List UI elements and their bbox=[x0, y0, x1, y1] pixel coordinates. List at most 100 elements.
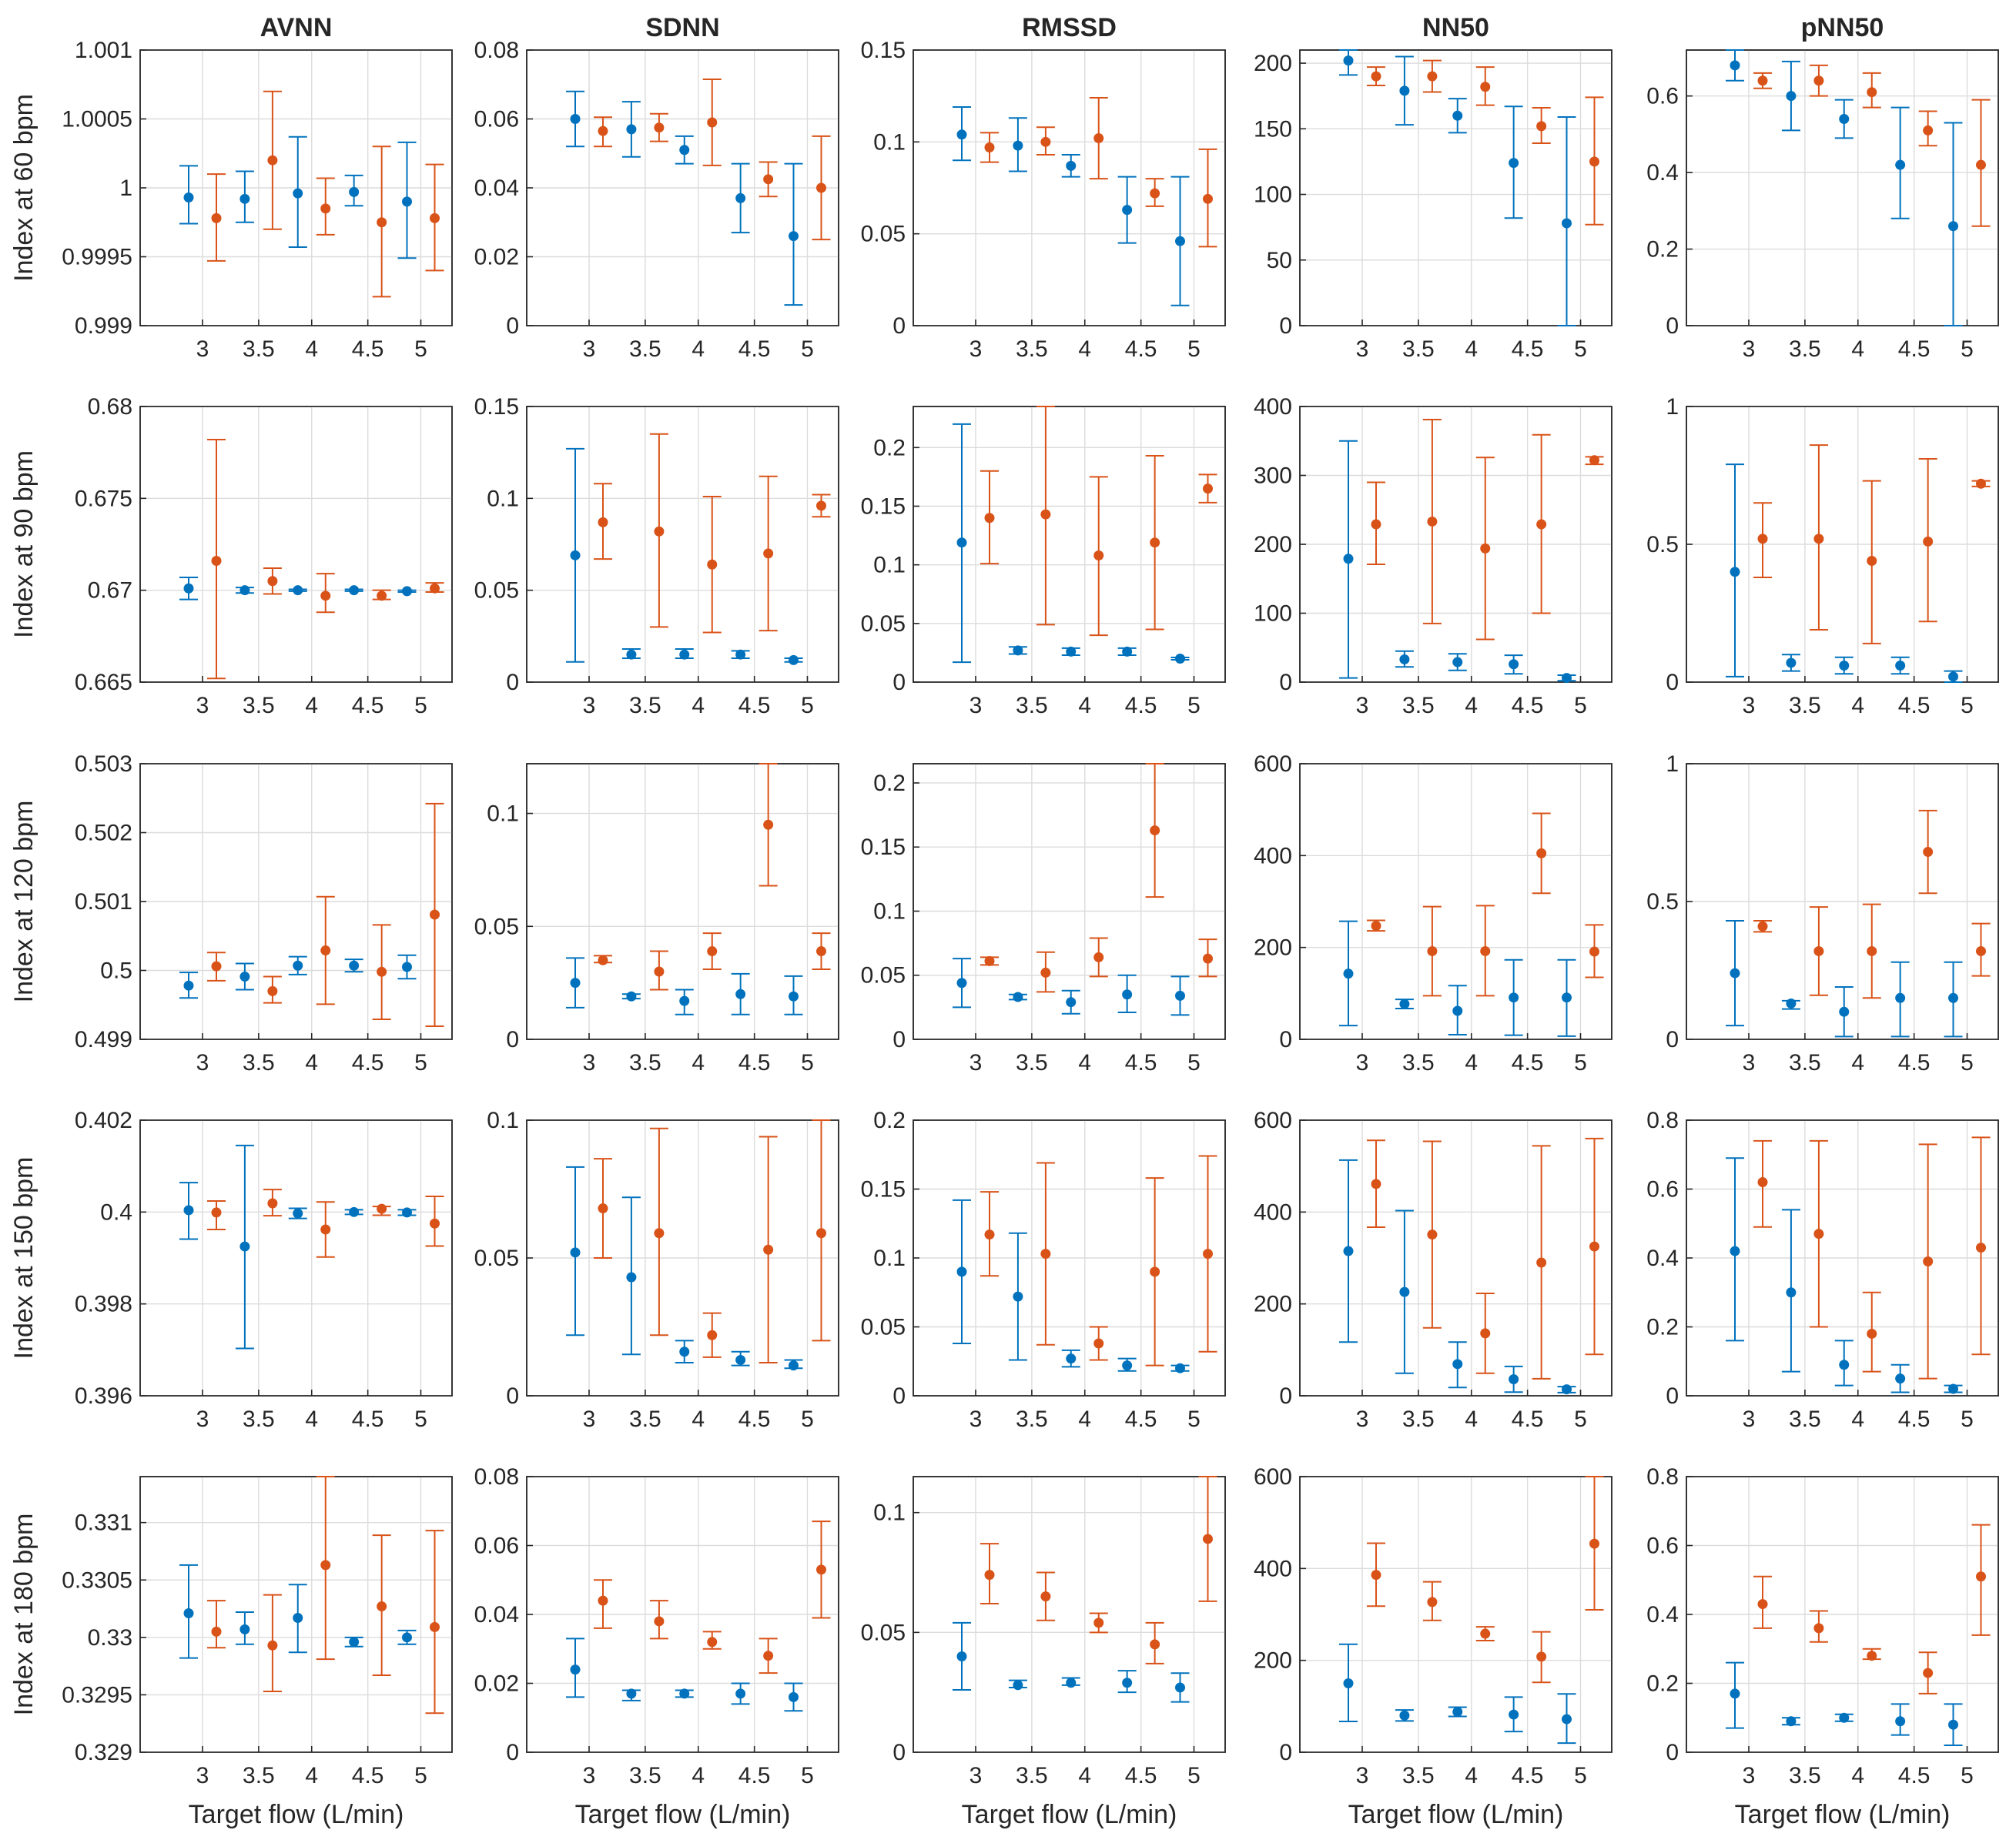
data-point bbox=[430, 212, 440, 223]
data-point bbox=[1839, 661, 1850, 671]
data-point bbox=[1813, 945, 1824, 956]
x-tick-label: 5 bbox=[1961, 1407, 1974, 1432]
y-tick-label: 400 bbox=[1254, 1556, 1292, 1581]
data-point bbox=[1203, 193, 1213, 204]
x-tick-label: 3 bbox=[196, 1763, 209, 1788]
data-point bbox=[598, 125, 608, 136]
data-point bbox=[239, 193, 250, 204]
data-point bbox=[1923, 1256, 1934, 1266]
y-tick-label: 0.05 bbox=[474, 1246, 519, 1271]
y-tick-label: 0.398 bbox=[75, 1292, 132, 1317]
data-point bbox=[956, 537, 967, 548]
y-tick-label: 0.331 bbox=[75, 1510, 132, 1536]
data-point bbox=[1175, 654, 1185, 664]
y-tick-label: 400 bbox=[1254, 1199, 1292, 1225]
data-point bbox=[626, 1272, 637, 1283]
data-point bbox=[1399, 654, 1410, 664]
y-tick-label: 0 bbox=[1666, 1383, 1679, 1409]
data-point bbox=[1343, 1678, 1354, 1688]
y-tick-label: 0.1 bbox=[487, 1108, 519, 1133]
subplot-11 bbox=[526, 763, 839, 1040]
data-point bbox=[816, 500, 826, 511]
y-tick-label: 0.8 bbox=[1646, 1464, 1679, 1490]
x-tick-label: 3 bbox=[1743, 1050, 1756, 1076]
data-point bbox=[984, 142, 995, 152]
x-tick-label: 3.5 bbox=[1016, 1407, 1048, 1432]
y-tick-label: 0.33 bbox=[88, 1625, 132, 1651]
x-tick-label: 5 bbox=[801, 1763, 814, 1788]
data-point bbox=[349, 186, 360, 197]
subplot-21 bbox=[526, 1476, 839, 1753]
data-point bbox=[707, 117, 718, 128]
data-point bbox=[1757, 75, 1768, 86]
data-point bbox=[1536, 519, 1547, 530]
data-point bbox=[239, 585, 250, 596]
data-point bbox=[1867, 555, 1877, 566]
axes-border bbox=[1686, 763, 1999, 1040]
y-tick-label: 0.02 bbox=[474, 1671, 519, 1697]
y-tick-label: 0 bbox=[1279, 1027, 1292, 1052]
data-point bbox=[1399, 999, 1410, 1009]
data-point bbox=[598, 517, 608, 527]
data-point bbox=[763, 819, 774, 830]
axes-border bbox=[139, 763, 453, 1040]
x-tick-label: 5 bbox=[1961, 1050, 1974, 1076]
y-tick-label: 0.2 bbox=[873, 1108, 906, 1133]
data-point bbox=[598, 955, 608, 965]
y-tick-label: 0.4 bbox=[1646, 1246, 1679, 1271]
x-tick-label: 5 bbox=[1961, 336, 1974, 362]
data-point bbox=[1040, 1591, 1051, 1602]
subplot-2 bbox=[913, 49, 1226, 326]
axes-border bbox=[1686, 406, 1999, 683]
data-point bbox=[1040, 136, 1051, 147]
column-title: AVNN bbox=[260, 13, 333, 42]
y-tick-label: 0.1 bbox=[873, 129, 906, 155]
axes-box bbox=[913, 49, 1226, 326]
y-tick-label: 0.502 bbox=[75, 821, 132, 846]
data-point bbox=[789, 1360, 799, 1371]
y-tick-label: 0 bbox=[1279, 670, 1292, 695]
subplot-9 bbox=[1686, 406, 1999, 683]
y-tick-label: 600 bbox=[1254, 751, 1292, 777]
data-point bbox=[1150, 825, 1160, 836]
axes-box bbox=[913, 763, 1226, 1040]
data-point bbox=[1480, 1628, 1491, 1639]
y-tick-label: 0.3305 bbox=[62, 1567, 132, 1593]
data-point bbox=[349, 960, 360, 971]
y-tick-label: 0 bbox=[892, 313, 906, 339]
data-point bbox=[956, 1266, 967, 1277]
x-tick-label: 4 bbox=[692, 1050, 705, 1076]
data-point bbox=[1948, 1719, 1958, 1730]
column-title: pNN50 bbox=[1801, 13, 1884, 42]
x-tick-label: 4 bbox=[692, 336, 705, 362]
axes-box bbox=[139, 1119, 453, 1397]
x-tick-label: 3 bbox=[583, 336, 596, 362]
subplot-16 bbox=[526, 1119, 839, 1397]
x-tick-label: 3 bbox=[1356, 693, 1369, 718]
data-point bbox=[293, 960, 303, 971]
y-tick-label: 200 bbox=[1254, 1648, 1292, 1674]
x-tick-label: 3.5 bbox=[629, 1050, 661, 1076]
x-tick-label: 3.5 bbox=[629, 1407, 661, 1432]
data-point bbox=[816, 182, 826, 193]
x-tick-label: 3 bbox=[1356, 1407, 1369, 1432]
data-point bbox=[1013, 140, 1023, 151]
x-tick-label: 4 bbox=[1465, 1763, 1478, 1788]
x-tick-label: 5 bbox=[801, 1407, 814, 1432]
data-point bbox=[1509, 1374, 1519, 1385]
x-tick-label: 3.5 bbox=[1789, 336, 1821, 362]
y-tick-label: 1 bbox=[119, 176, 132, 201]
y-tick-label: 0 bbox=[506, 1027, 519, 1052]
y-tick-label: 0.6 bbox=[1646, 84, 1679, 109]
data-point bbox=[1867, 1651, 1877, 1661]
data-point bbox=[293, 585, 303, 596]
x-tick-label: 5 bbox=[414, 1763, 427, 1788]
data-point bbox=[293, 1612, 303, 1623]
y-tick-label: 200 bbox=[1254, 532, 1292, 557]
data-point bbox=[1452, 1005, 1463, 1016]
x-tick-label: 4.5 bbox=[738, 1050, 771, 1076]
x-tick-label: 5 bbox=[1187, 336, 1201, 362]
x-tick-label: 4.5 bbox=[352, 1407, 384, 1432]
y-tick-label: 600 bbox=[1254, 1464, 1292, 1490]
axes-border bbox=[1686, 49, 1999, 326]
